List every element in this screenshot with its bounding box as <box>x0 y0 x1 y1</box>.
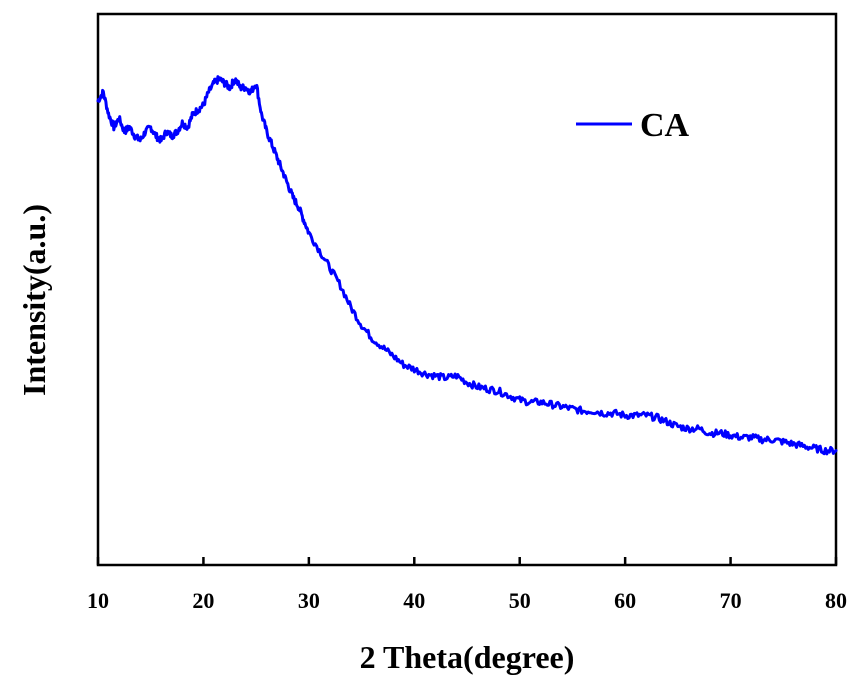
legend-label-ca: CA <box>640 107 690 144</box>
legend: CA <box>576 107 690 144</box>
x-axis-title: 2 Theta(degree) <box>360 639 575 675</box>
x-tick-label-30: 30 <box>298 588 320 613</box>
x-tick-label-10: 10 <box>87 588 109 613</box>
y-axis-title: Intensity(a.u.) <box>16 204 52 396</box>
x-tick-label-40: 40 <box>403 588 425 613</box>
x-axis-ticks <box>96 557 838 565</box>
x-tick-label-70: 70 <box>720 588 742 613</box>
x-tick-label-50: 50 <box>509 588 531 613</box>
x-axis-tick-labels: 10 20 30 40 50 60 70 80 <box>87 588 847 613</box>
plot-frame <box>96 12 838 567</box>
x-tick-label-60: 60 <box>614 588 636 613</box>
x-tick-label-20: 20 <box>192 588 214 613</box>
series-line-ca <box>96 75 838 456</box>
x-tick-label-80: 80 <box>825 588 847 613</box>
